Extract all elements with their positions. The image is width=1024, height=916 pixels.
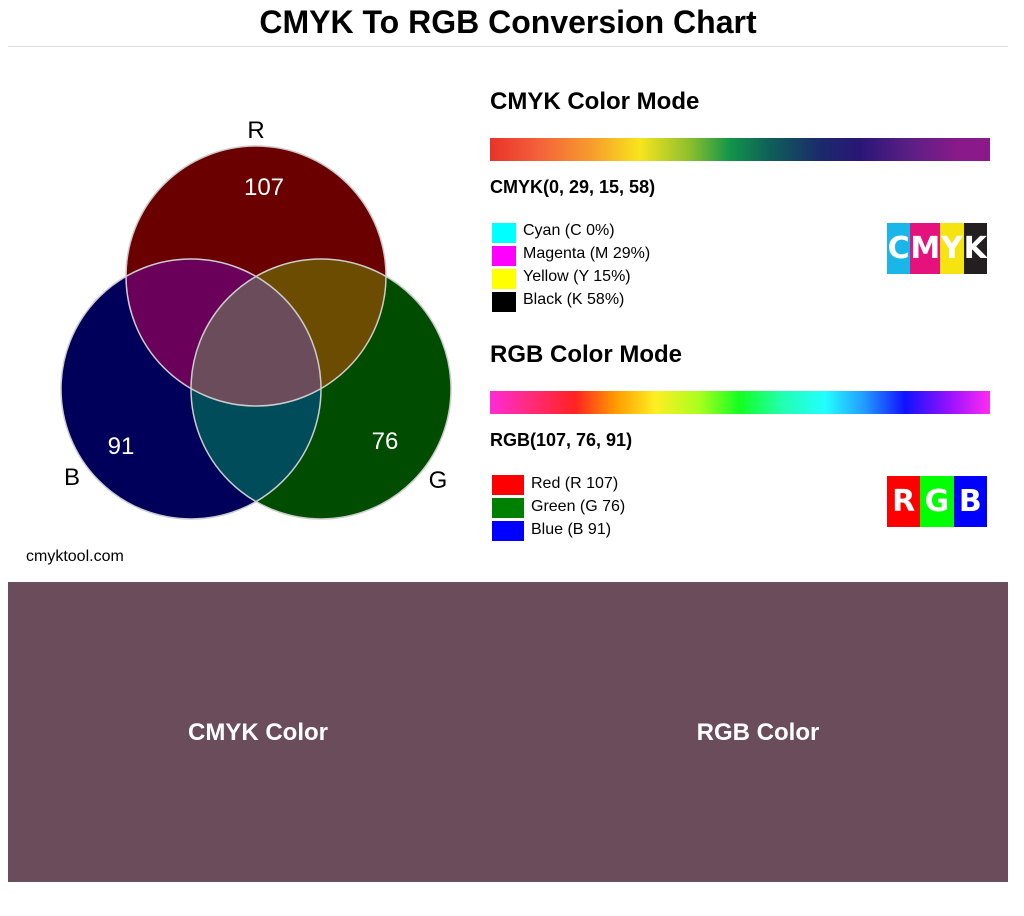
title-divider [8,46,1008,47]
cmyk-logo-badge: C M Y K [887,223,987,274]
venn-label-b: B [64,464,80,491]
venn-label-g: G [429,467,448,494]
venn-value-b: 91 [108,433,135,460]
red-swatch [492,475,524,495]
watermark-text: cmyktool.com [26,548,124,565]
blue-legend-label: Blue (B 91) [531,521,612,538]
rgb-gradient-bar [490,391,990,414]
black-swatch [492,292,516,312]
yellow-legend-label: Yellow (Y 15%) [523,268,631,285]
magenta-legend-label: Magenta (M 29%) [523,245,651,262]
red-legend-label: Red (R 107) [531,475,619,492]
rgb-badge-letter-g: G [920,476,954,527]
cmyk-badge-letter-y: Y [940,223,964,274]
center-overlap [191,259,321,406]
green-swatch [492,498,524,518]
cmyk-badge-letter-c: C [887,223,911,274]
yellow-swatch [492,269,516,289]
black-legend-label: Black (K 58%) [523,291,625,308]
blue-swatch [492,521,524,541]
rgb-color-sample-label: RGB Color [696,719,820,746]
cyan-swatch [492,223,516,243]
venn-value-g: 76 [372,428,399,455]
rgb-code: RGB(107, 76, 91) [490,430,633,450]
rgb-badge-letter-r: R [887,476,921,527]
color-sample-panel: CMYK Color RGB Color [8,582,1008,882]
rgb-badge-letter-b: B [953,476,987,527]
cmyk-badge-letter-k: K [963,223,987,274]
venn-label-r: R [247,117,264,144]
cmyk-section-title: CMYK Color Mode [490,88,700,115]
cmyk-badge-letter-m: M [910,223,941,274]
page-title: CMYK To RGB Conversion Chart [259,4,757,40]
cmyk-gradient-bar [490,138,990,161]
cmyk-color-sample-label: CMYK Color [188,719,328,746]
blue-circle-outline [60,258,322,520]
rgb-logo-badge: R G B [887,476,987,527]
cmyk-code: CMYK(0, 29, 15, 58) [490,177,656,197]
rgb-section-title: RGB Color Mode [490,341,682,368]
green-legend-label: Green (G 76) [531,498,626,515]
magenta-swatch [492,246,516,266]
cyan-legend-label: Cyan (C 0%) [523,222,615,239]
venn-value-r: 107 [244,174,284,201]
green-circle-outline [190,258,452,520]
rgb-venn-diagram: R B G 107 91 76 [60,117,452,520]
